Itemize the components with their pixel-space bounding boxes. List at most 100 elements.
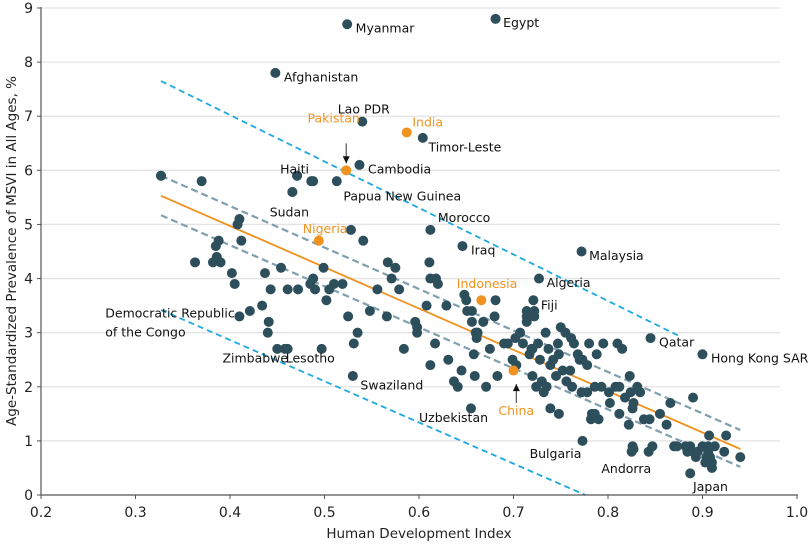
data-point [190, 257, 201, 268]
data-point [310, 284, 321, 295]
y-tick-label: 8 [24, 55, 33, 71]
labeled-point-lesotho [316, 343, 327, 354]
point-label: Fiji [541, 298, 558, 313]
labeled-point-morocco [425, 224, 436, 235]
data-point [635, 387, 646, 398]
annotation-arrowhead [342, 156, 350, 164]
data-point [263, 316, 274, 327]
data-point [654, 408, 665, 419]
data-point [452, 381, 463, 392]
x-tick-label: 1.0 [786, 505, 808, 521]
point-label: Papua New Guinea [343, 188, 461, 203]
data-point [259, 268, 270, 279]
labeled-point-fiji [528, 295, 539, 306]
prediction-band-upper [160, 80, 679, 337]
point-label: Haiti [280, 161, 309, 176]
data-point [257, 300, 268, 311]
data-point [623, 419, 634, 430]
labeled-point-japan [685, 468, 696, 479]
point-label: Andorra [601, 461, 651, 476]
labeled-point-democratic-republic-of-the-congo [156, 170, 167, 181]
regression-line [160, 194, 741, 450]
data-point [196, 176, 207, 187]
data-point [466, 306, 477, 317]
data-point [582, 387, 593, 398]
data-point [614, 408, 625, 419]
point-label: Lesotho [286, 351, 335, 366]
data-point [688, 392, 699, 403]
data-point [665, 398, 676, 409]
data-point [328, 278, 339, 289]
data-point [386, 273, 397, 284]
data-point [272, 343, 283, 354]
data-point [318, 262, 329, 273]
data-point [553, 349, 564, 360]
point-label: Afghanistan [284, 69, 358, 84]
point-label: Bulgaria [530, 446, 582, 461]
axis-ticks: 0 1 2 3 4 5 6 7 8 9 0.2 0.3 0.4 0.5 0.6 0.7 0.8 0.9 1.0 [24, 1, 808, 521]
labeled-point-afghanistan [270, 67, 281, 78]
data-point [721, 430, 732, 441]
x-tick-label: 0.6 [408, 505, 430, 521]
data-point [466, 316, 477, 327]
data-point [541, 381, 552, 392]
data-point [348, 338, 359, 349]
data-point [432, 278, 443, 289]
point-label: Myanmar [356, 21, 416, 36]
data-point [568, 338, 579, 349]
data-point [282, 284, 293, 295]
point-label: Japan [692, 479, 728, 494]
point-labels: Myanmar Egypt Afghanistan Lao PDR India Timor… [105, 15, 808, 494]
data-point [244, 306, 255, 317]
data-point [390, 262, 401, 273]
data-point [234, 311, 245, 322]
y-tick-label: 9 [24, 1, 33, 17]
data-point [441, 300, 452, 311]
point-label: Algeria [547, 275, 591, 290]
confidence-band-upper [160, 174, 741, 432]
point-label: Qatar [659, 334, 695, 349]
x-tick-label: 0.8 [597, 505, 619, 521]
data-point [210, 241, 221, 252]
data-point [337, 278, 348, 289]
data-point [343, 311, 354, 322]
point-label: Morocco [438, 210, 490, 225]
data-point [585, 414, 596, 425]
data-point [443, 354, 454, 365]
labeled-point-china [508, 365, 519, 376]
data-point [215, 257, 226, 268]
labeled-point-swaziland [347, 370, 358, 381]
x-tick-label: 0.7 [502, 505, 524, 521]
labeled-point-iraq [457, 241, 468, 252]
labeled-point-sudan [287, 186, 298, 197]
data-point [529, 311, 540, 322]
labeled-point-egypt [490, 13, 501, 24]
prediction-band-lower [160, 309, 586, 496]
data-point [624, 370, 635, 381]
data-point [490, 295, 501, 306]
data-point [596, 381, 607, 392]
data-point [352, 327, 363, 338]
point-label: Cambodia [368, 161, 431, 176]
data-point [381, 311, 392, 322]
data-point [661, 419, 672, 430]
labeled-point-bulgaria [577, 435, 588, 446]
labeled-point-cambodia [354, 159, 365, 170]
labeled-point-algeria [534, 273, 545, 284]
data-point [598, 338, 609, 349]
data-point [591, 349, 602, 360]
labeled-point-hong-kong-sar [697, 349, 708, 360]
annotation-arrowhead [512, 384, 520, 392]
data-point [472, 327, 483, 338]
labeled-point-myanmar [342, 19, 353, 30]
data-point [617, 343, 628, 354]
data-point [308, 273, 319, 284]
data-point [557, 365, 568, 376]
x-axis-title: Human Development Index [326, 526, 511, 542]
data-point [553, 408, 564, 419]
labeled-point-timor-leste [417, 132, 428, 143]
point-label: Uzbekistan [419, 410, 488, 425]
data-point [481, 381, 492, 392]
data-point [545, 403, 556, 414]
data-point [262, 327, 273, 338]
